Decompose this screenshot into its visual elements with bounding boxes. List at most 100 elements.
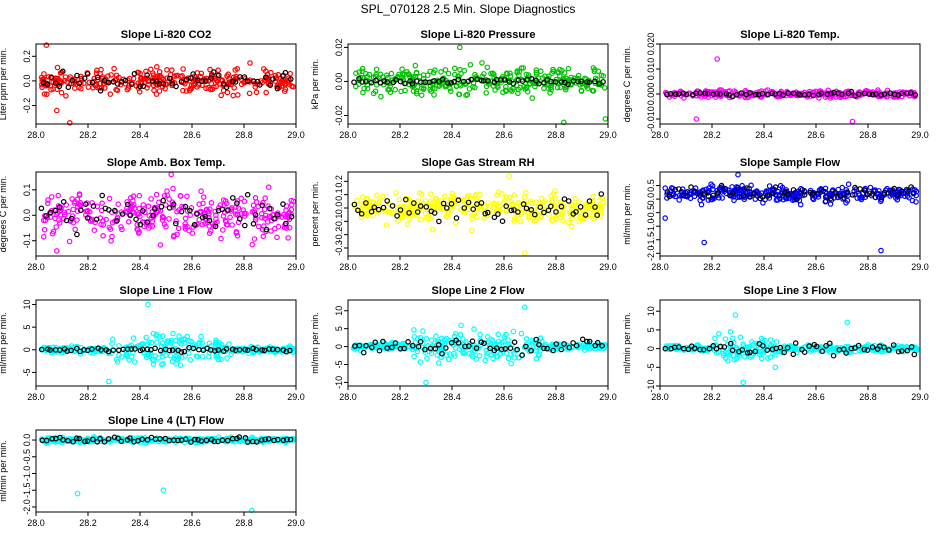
x-tick-label: 28.6 (495, 392, 513, 402)
data-point (252, 84, 259, 90)
data-point (558, 79, 565, 85)
data-point (59, 68, 66, 75)
data-point (550, 191, 557, 197)
data-point (385, 86, 391, 93)
data-point (84, 200, 90, 206)
data-point (875, 190, 882, 197)
data-point (160, 197, 167, 204)
data-point (109, 336, 116, 343)
data-point (170, 234, 177, 240)
data-point (376, 347, 383, 354)
x-tick-label: 29.0 (911, 130, 929, 140)
data-point (87, 218, 94, 225)
data-point (381, 78, 387, 84)
data-point (93, 216, 100, 223)
data-point (278, 83, 285, 89)
data-point (216, 340, 223, 346)
data-point (74, 208, 81, 215)
data-point (433, 196, 440, 203)
data-point (274, 436, 281, 443)
data-point (410, 74, 416, 80)
data-point (178, 341, 185, 347)
data-point (181, 340, 188, 346)
data-point (855, 91, 862, 98)
data-point (74, 435, 80, 442)
data-point (514, 346, 521, 353)
data-point (503, 70, 510, 77)
data-point (581, 347, 588, 353)
data-point (118, 81, 124, 88)
data-point (392, 86, 399, 93)
data-point (415, 198, 422, 204)
data-point (92, 345, 99, 352)
data-point (553, 209, 559, 215)
data-point (256, 82, 263, 88)
data-point (664, 91, 670, 98)
data-point (461, 205, 468, 211)
data-point (508, 360, 515, 367)
data-point (280, 437, 287, 444)
data-point (269, 76, 276, 82)
data-point (106, 195, 113, 202)
data-point (478, 339, 485, 346)
data-point (130, 210, 137, 216)
data-point (733, 344, 740, 351)
data-point (383, 222, 390, 228)
data-point (837, 193, 843, 199)
x-tick-label: 28.4 (755, 262, 773, 272)
data-point (103, 216, 109, 223)
data-point (43, 213, 50, 219)
data-point (389, 209, 395, 216)
data-point (473, 345, 480, 352)
figure-title: SPL_070128 2.5 Min. Slope Diagnostics (361, 2, 576, 16)
data-point (439, 350, 445, 357)
y-tick-label: 0.1 (22, 184, 32, 197)
data-point (493, 345, 500, 351)
x-tick-label: 28.2 (391, 130, 409, 140)
data-point (590, 215, 597, 222)
data-point (417, 216, 424, 223)
data-point (198, 438, 205, 444)
data-point (68, 347, 74, 354)
data-point (274, 346, 281, 353)
data-point (748, 182, 754, 189)
data-point (356, 75, 362, 82)
data-point (187, 357, 194, 363)
data-point (136, 192, 143, 199)
x-tick-label: 28.8 (547, 130, 565, 140)
data-point (247, 60, 253, 66)
data-point (401, 80, 408, 87)
data-point (220, 197, 227, 203)
data-point (585, 203, 592, 209)
data-point (481, 215, 487, 222)
data-point (137, 83, 143, 90)
data-point (423, 335, 430, 342)
data-point (579, 336, 586, 343)
data-point (558, 215, 564, 221)
data-point (213, 216, 219, 222)
data-point (49, 435, 56, 442)
data-point (439, 76, 446, 83)
data-point (908, 344, 915, 350)
data-point (872, 194, 879, 201)
data-point (153, 191, 160, 198)
data-point (206, 217, 213, 224)
data-point (823, 193, 829, 200)
data-point (68, 215, 75, 222)
panel-title: Slope Amb. Box Temp. (107, 157, 226, 169)
data-point (550, 347, 557, 354)
data-point (258, 437, 265, 443)
data-point (541, 209, 547, 216)
data-point (684, 189, 691, 195)
x-tick-label: 28.6 (495, 130, 513, 140)
data-point (881, 344, 887, 351)
data-point (578, 78, 585, 85)
data-point (182, 203, 189, 210)
data-point (777, 344, 784, 351)
y-tick-label: 0.5 (646, 179, 656, 192)
data-point (155, 355, 162, 361)
data-point (675, 186, 682, 192)
data-point (280, 76, 287, 83)
data-point (557, 84, 564, 91)
data-point (561, 70, 568, 76)
